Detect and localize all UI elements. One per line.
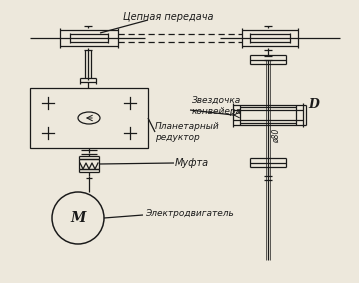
Text: Планетарный
редуктор: Планетарный редуктор [155, 122, 220, 142]
Text: ø80: ø80 [271, 129, 280, 143]
Text: Муфта: Муфта [175, 158, 209, 168]
Bar [30, 88, 148, 148]
Circle shape [52, 192, 104, 244]
Ellipse shape [78, 112, 100, 124]
Text: D: D [308, 98, 319, 112]
Text: Цепная передача: Цепная передача [123, 12, 213, 22]
Text: Звездочка
конвейера: Звездочка конвейера [192, 96, 242, 116]
Text: M: M [70, 211, 86, 225]
Text: Электродвигатель: Электродвигатель [145, 209, 234, 218]
